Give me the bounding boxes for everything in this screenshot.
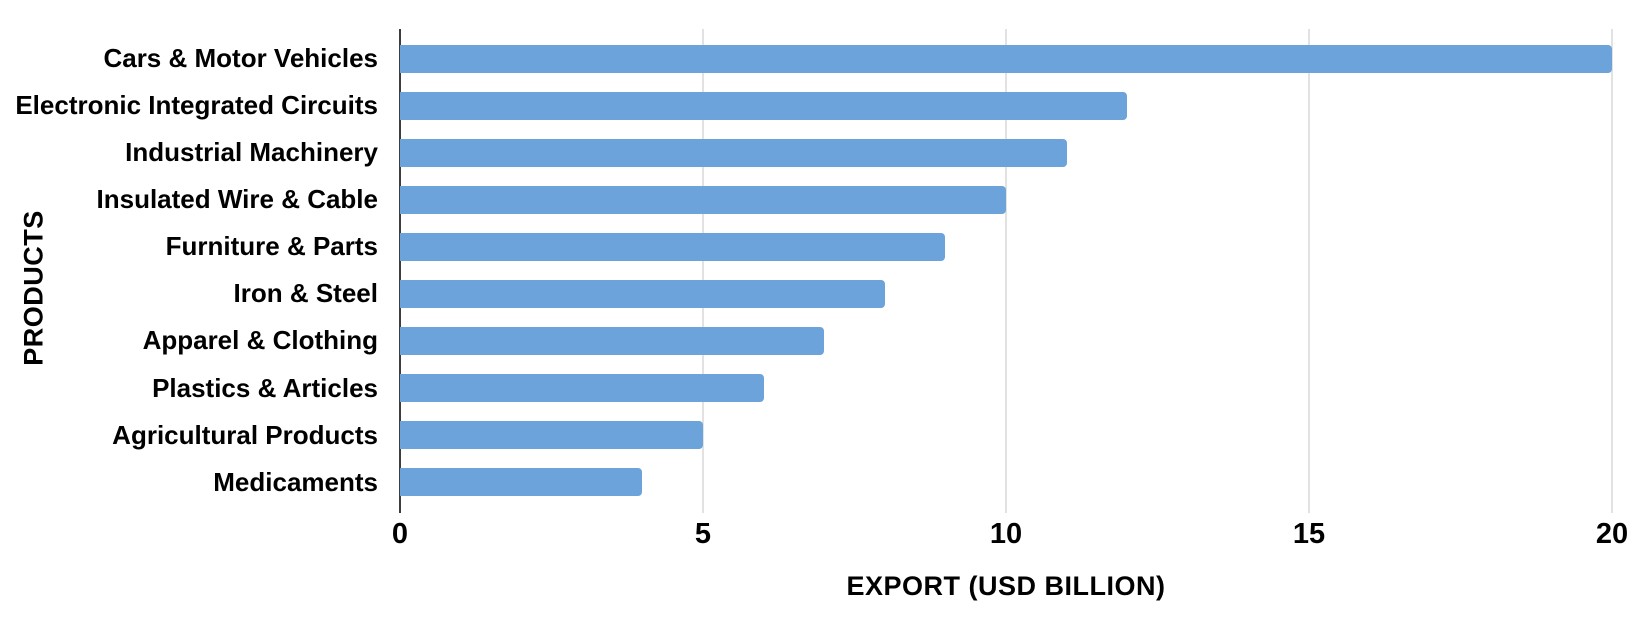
bar-row [400, 459, 1612, 506]
bar-row [400, 270, 1612, 317]
x-tick-label: 20 [1595, 518, 1629, 550]
category-axis: Cars & Motor Vehicles Electronic Integrat… [0, 35, 378, 506]
x-axis-title: EXPORT (USD BILLION) [846, 571, 1166, 601]
category-label: Medicaments [213, 466, 378, 497]
x-tick-label: 15 [1292, 518, 1326, 550]
bar-row [400, 176, 1612, 223]
bar-8 [400, 421, 703, 450]
gridline [702, 29, 704, 513]
bar-row [400, 365, 1612, 412]
bar-1 [400, 91, 1128, 120]
y-axis-line [399, 29, 401, 513]
x-tick-label: 10 [989, 518, 1023, 550]
gridline [1005, 29, 1007, 513]
gridline [1611, 29, 1613, 513]
gridline [1308, 29, 1310, 513]
bar-5 [400, 280, 885, 309]
bar-row [400, 35, 1612, 82]
bar-0 [400, 44, 1612, 73]
bar-6 [400, 327, 825, 356]
category-label: Furniture & Parts [165, 231, 378, 262]
bar-9 [400, 468, 643, 497]
bar-2 [400, 138, 1067, 167]
x-tick-label: 0 [391, 518, 409, 550]
bar-row [400, 82, 1612, 129]
bar-series [400, 35, 1612, 506]
bar-row [400, 223, 1612, 270]
bar-row [400, 412, 1612, 459]
category-label: Electronic Integrated Circuits [15, 89, 378, 120]
category-label: Iron & Steel [233, 278, 378, 309]
category-label: Agricultural Products [112, 419, 378, 450]
bar-row [400, 129, 1612, 176]
bar-3 [400, 185, 1006, 214]
category-label: Plastics & Articles [152, 372, 378, 403]
plot-area [399, 29, 1613, 513]
category-label: Insulated Wire & Cable [96, 184, 379, 215]
bar-4 [400, 232, 946, 261]
category-label: Apparel & Clothing [142, 325, 378, 356]
bar-row [400, 318, 1612, 365]
x-tick-label: 5 [694, 518, 712, 550]
category-label: Industrial Machinery [125, 137, 378, 168]
bar-7 [400, 374, 764, 403]
category-label: Cars & Motor Vehicles [103, 42, 378, 73]
